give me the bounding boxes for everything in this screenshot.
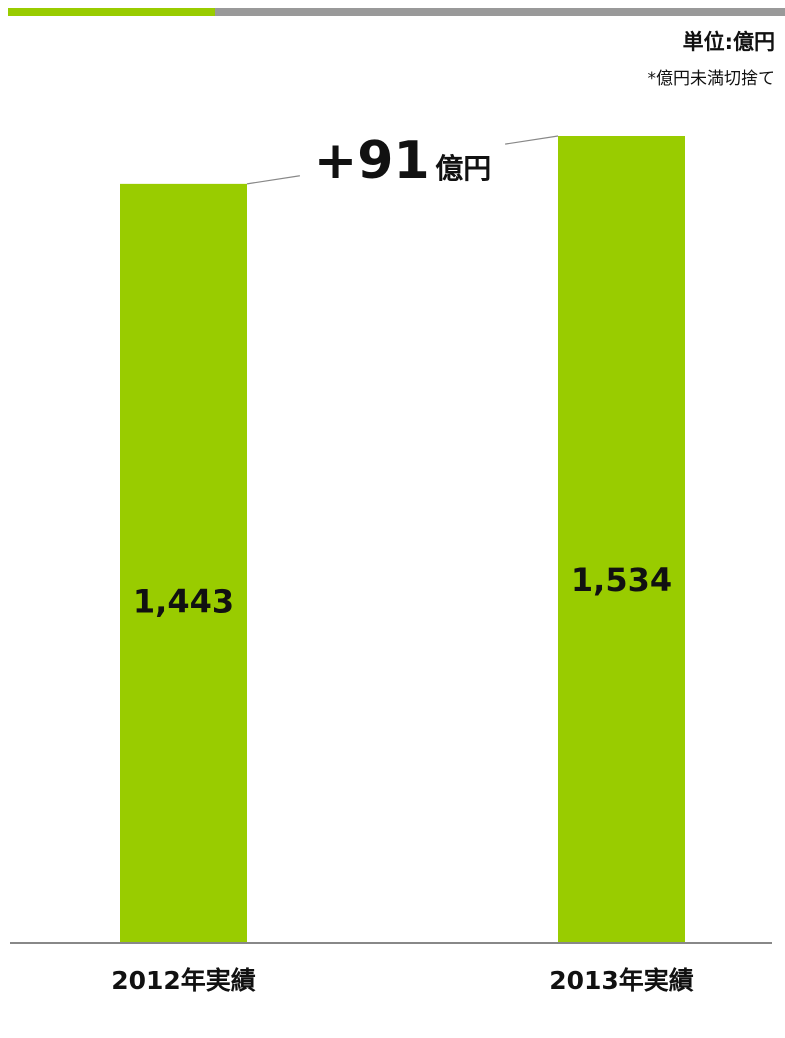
- top-rule-accent: [8, 8, 215, 16]
- bar-2: [558, 136, 685, 943]
- category-label-1: 2012年実績: [111, 966, 256, 995]
- difference-number: +91: [314, 131, 430, 191]
- top-rule: [8, 8, 785, 16]
- difference-unit: 億円: [435, 152, 491, 185]
- bar-value-label-2: 1,534: [571, 561, 672, 599]
- category-label-2: 2013年実績: [549, 966, 694, 995]
- unit-label: 単位:億円: [682, 30, 775, 54]
- bars-group: 1,443 2012年実績 1,534 2013年実績: [111, 136, 694, 995]
- connector-lines: [246, 135, 559, 185]
- difference-annotation: +91 億円: [314, 131, 492, 191]
- connector-line-1: [246, 175, 300, 185]
- connector-line-2: [505, 135, 559, 145]
- bar-value-label-1: 1,443: [133, 582, 234, 620]
- unit-note: *億円未満切捨て: [647, 69, 776, 89]
- bar-1: [120, 183, 247, 944]
